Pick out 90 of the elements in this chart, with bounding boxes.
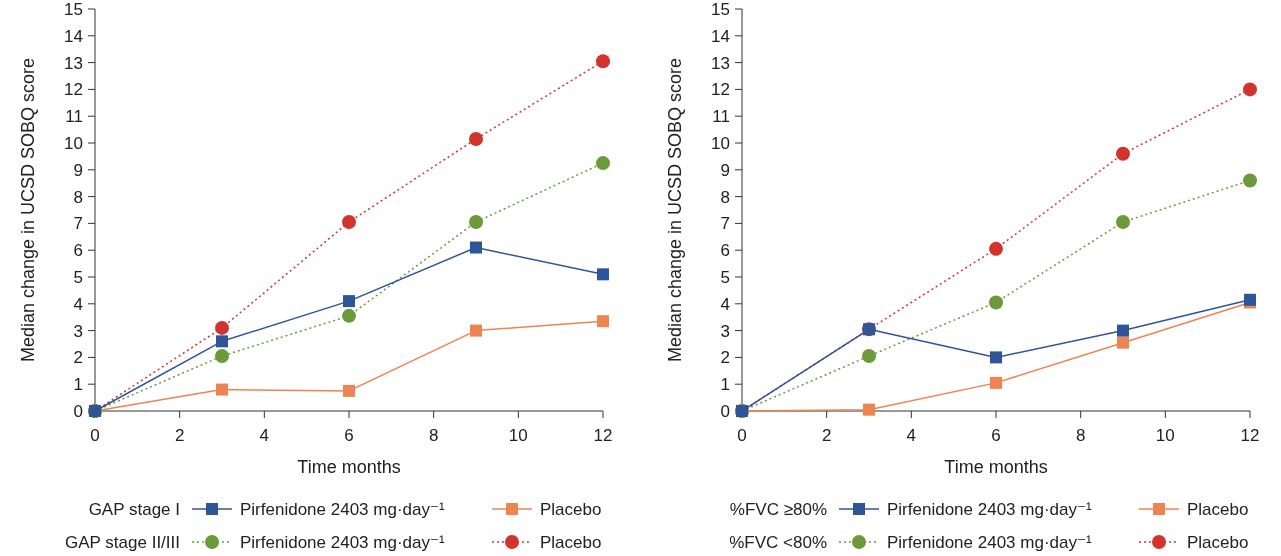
y-tick-label: 15 (64, 0, 83, 19)
y-tick-label: 4 (720, 294, 730, 314)
point (1116, 146, 1130, 161)
point (862, 349, 876, 364)
x-tick-label: 8 (428, 426, 439, 445)
point (342, 308, 356, 323)
y-tick-label: 13 (711, 53, 730, 73)
y-tick-label: 7 (73, 214, 83, 234)
y-tick-label: 9 (73, 160, 83, 180)
point (216, 383, 228, 396)
point (216, 335, 228, 348)
point (989, 295, 1003, 310)
x-tick-label: 4 (259, 426, 270, 445)
y-tick-label: 3 (73, 321, 83, 341)
point (597, 315, 609, 328)
point (343, 295, 355, 308)
legend-label: Pirfenidone 2403 mg·day⁻¹ (240, 533, 445, 552)
x-tick-label: 12 (593, 426, 613, 445)
y-axis-title: Median change in UCSD SOBQ score (18, 57, 38, 363)
x-tick-label: 10 (1155, 426, 1175, 445)
x-axis-title: Time months (297, 457, 401, 477)
x-tick-label: 2 (174, 426, 185, 445)
x-tick-label: 12 (1240, 426, 1260, 445)
point (469, 131, 483, 146)
point (990, 351, 1002, 364)
y-tick-label: 0 (73, 402, 83, 421)
x-tick-label: 6 (344, 426, 354, 445)
text: %FVC <80% (729, 533, 827, 552)
y-tick-label: 11 (65, 107, 83, 127)
y-tick-label: 0 (720, 402, 730, 421)
x-tick-label: 0 (737, 426, 747, 445)
y-tick-label: 5 (73, 268, 83, 287)
point (596, 54, 610, 69)
y-tick-label: 9 (720, 160, 730, 180)
y-tick-label: 13 (64, 53, 83, 73)
legend-label: Placebo (1187, 500, 1249, 519)
text: GAP stage II/III (65, 533, 180, 552)
point (469, 215, 483, 230)
legend-label: Pirfenidone 2403 mg·day⁻¹ (240, 500, 445, 519)
point (1117, 336, 1129, 349)
point (990, 376, 1002, 389)
x-axis-title: Time months (944, 457, 1048, 477)
y-tick-label: 6 (73, 241, 83, 261)
y-tick-label: 3 (720, 321, 730, 341)
x-tick-label: 8 (1075, 426, 1086, 445)
point (342, 215, 356, 230)
legend-label: Placebo (540, 533, 602, 552)
y-axis-title: Median change in UCSD SOBQ score (665, 57, 685, 363)
x-tick-label: 2 (821, 426, 832, 445)
point (470, 241, 482, 254)
point (215, 320, 229, 335)
y-tick-label: 1 (73, 375, 83, 395)
point (596, 156, 610, 171)
y-tick-label: 2 (73, 348, 83, 368)
legend-label: Placebo (1187, 533, 1249, 552)
y-tick-label: 8 (720, 187, 730, 207)
legend-label: Pirfenidone 2403 mg·day⁻¹ (887, 500, 1092, 519)
x-tick-label: 4 (906, 426, 917, 445)
text: %FVC ≥80% (729, 500, 827, 519)
point (989, 241, 1003, 256)
y-tick-label: 14 (711, 26, 730, 46)
legend-label: Placebo (540, 500, 602, 519)
point (1116, 215, 1130, 230)
y-tick-label: 1 (720, 375, 730, 395)
y-tick-label: 8 (73, 187, 83, 207)
x-tick-label: 6 (991, 426, 1001, 445)
y-tick-label: 10 (64, 134, 83, 153)
legend-label: Pirfenidone 2403 mg·day⁻¹ (887, 533, 1092, 552)
x-tick-label: 0 (90, 426, 100, 445)
y-tick-label: 2 (720, 348, 730, 368)
point (343, 384, 355, 397)
point (597, 268, 609, 281)
y-tick-label: 14 (64, 26, 83, 46)
point (470, 324, 482, 337)
y-tick-label: 4 (73, 294, 83, 314)
text: GAP stage I (88, 500, 180, 519)
point (1243, 173, 1257, 188)
point (1117, 324, 1129, 337)
y-tick-label: 7 (720, 214, 730, 234)
y-tick-label: 6 (720, 241, 730, 261)
y-tick-label: 5 (720, 268, 730, 287)
y-tick-label: 12 (711, 80, 730, 100)
point (863, 403, 875, 416)
y-tick-label: 11 (712, 107, 730, 127)
point (1243, 82, 1257, 97)
y-tick-label: 10 (711, 134, 730, 153)
point (215, 349, 229, 364)
x-tick-label: 10 (508, 426, 528, 445)
y-tick-label: 12 (64, 80, 83, 100)
y-tick-label: 15 (711, 0, 730, 19)
